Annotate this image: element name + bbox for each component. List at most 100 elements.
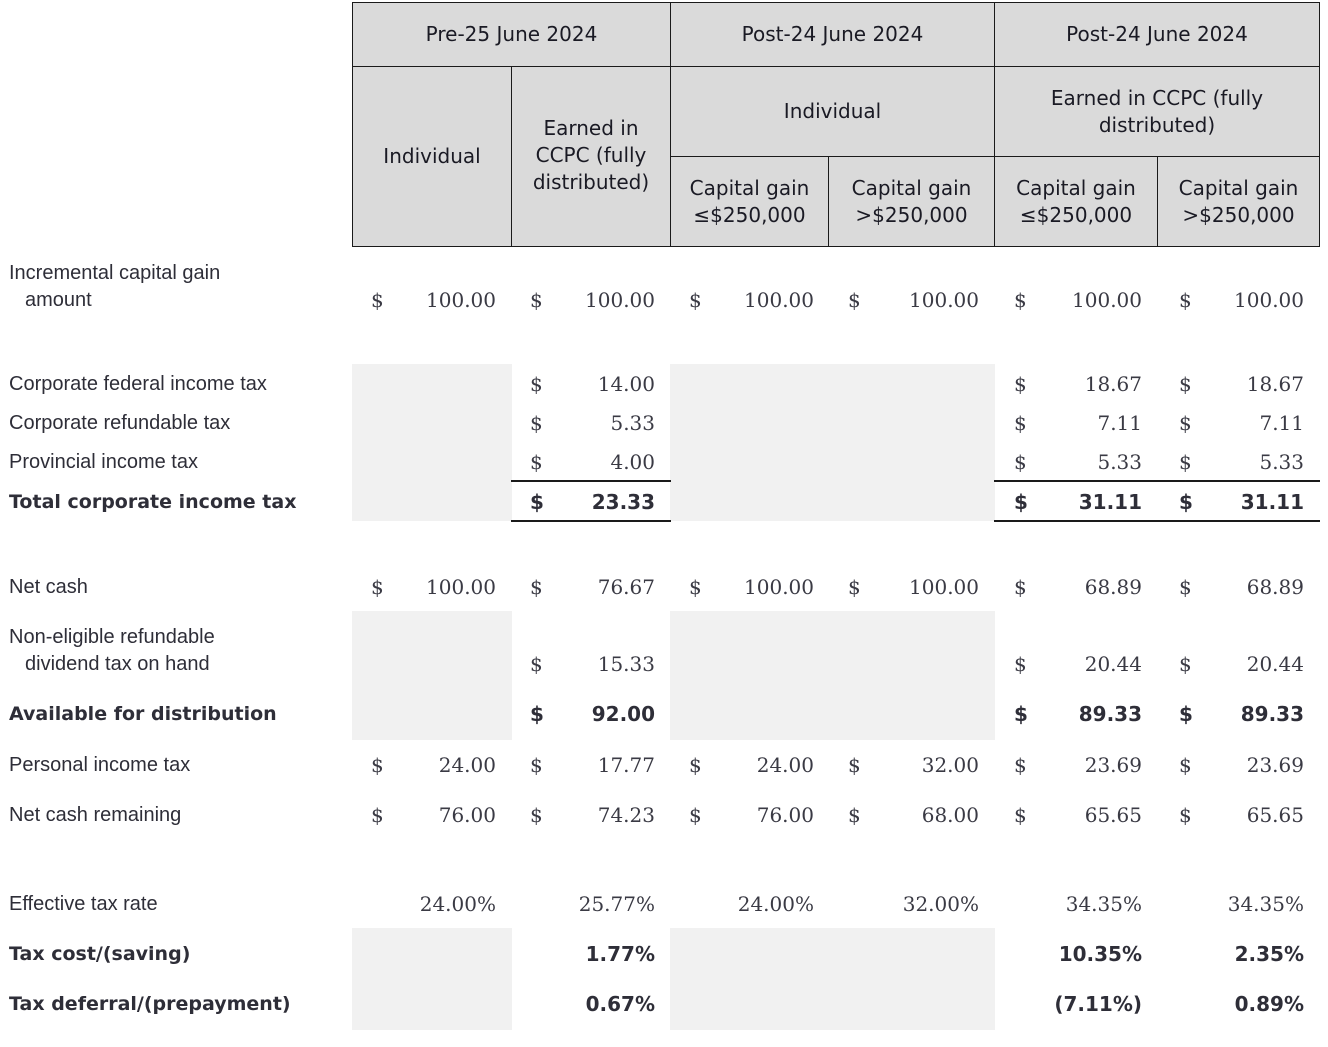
value: 32.00 [921,753,979,777]
total-rule [511,520,671,522]
header-col-label: Capital gain ≤$250,000 [689,175,810,227]
value-cell: $100.00 [689,574,814,601]
value-cell: $20.44 [1014,651,1142,678]
value: 31.11 [1078,490,1142,514]
value: 18.67 [1246,372,1304,396]
currency-symbol: $ [530,372,543,396]
row-label-tax-deferral: Tax deferral/(prepayment) [9,993,291,1015]
row-label-corp-federal-tax: Corporate federal income tax [9,373,267,395]
value-cell: 34.35% [1179,891,1304,918]
row-label-net-cash: Net cash [9,576,88,598]
value: 14.00 [597,372,655,396]
value: 100.00 [1072,288,1142,312]
value: 74.23 [597,803,655,827]
value-cell: 24.00% [689,891,814,918]
value: 76.67 [597,575,655,599]
value: 5.33 [1259,450,1304,474]
currency-symbol: $ [530,288,543,312]
row-label-net-cash-remaining: Net cash remaining [9,804,182,826]
value-cell: $5.33 [1179,449,1304,476]
subtotal-rule [511,480,671,482]
currency-symbol: $ [848,803,861,827]
value-cell: $24.00 [371,752,496,779]
value: 20.44 [1246,652,1304,676]
value: 24.00 [756,753,814,777]
value-cell: $92.00 [530,701,655,728]
currency-symbol: $ [689,288,702,312]
header-col-pre-individual: Individual [352,66,512,247]
currency-symbol: $ [1179,288,1192,312]
na-region [352,611,512,740]
currency-symbol: $ [1014,411,1027,435]
row-label-personal-tax: Personal income tax [9,754,191,776]
currency-symbol: $ [371,575,384,599]
na-region [352,928,512,1030]
value: 68.89 [1246,575,1304,599]
currency-symbol: $ [1179,411,1192,435]
value-cell: $17.77 [530,752,655,779]
value: 24.00% [737,892,814,916]
header-sub-label: Individual [783,99,882,123]
value: 17.77 [597,753,655,777]
value: 92.00 [591,702,655,726]
currency-symbol: $ [848,288,861,312]
header-group-label: Post-24 June 2024 [1066,22,1248,46]
value: 68.00 [921,803,979,827]
value: 4.00 [610,450,655,474]
value-cell: $68.89 [1179,574,1304,601]
value: 0.67% [585,992,655,1016]
currency-symbol: $ [1014,288,1027,312]
value: 23.69 [1084,753,1142,777]
value-cell: $5.33 [1014,449,1142,476]
value: 100.00 [426,575,496,599]
value-cell: $68.89 [1014,574,1142,601]
header-sub-label: Earned in CCPC (fully distributed) [1050,85,1264,137]
header-group-label: Pre-25 June 2024 [425,22,598,46]
value: 100.00 [426,288,496,312]
value-cell: $100.00 [1014,287,1142,314]
value-cell: 25.77% [530,891,655,918]
row-label-tax-cost: Tax cost/(saving) [9,943,191,965]
value: 0.89% [1234,992,1304,1016]
value-cell: $24.00 [689,752,814,779]
value-cell: $23.33 [530,489,655,516]
row-label-corp-refundable-tax: Corporate refundable tax [9,412,231,434]
currency-symbol: $ [371,803,384,827]
value: 34.35% [1065,892,1142,916]
na-region [670,928,995,1030]
value-cell: $31.11 [1014,489,1142,516]
currency-symbol: $ [530,803,543,827]
value-cell: $18.67 [1179,371,1304,398]
currency-symbol: $ [371,753,384,777]
header-sub-post-ccpc: Earned in CCPC (fully distributed) [994,66,1320,157]
na-region [352,364,512,521]
value: 100.00 [909,575,979,599]
total-rule [994,520,1320,522]
header-sub-post-individual: Individual [670,66,995,157]
value-cell: $100.00 [530,287,655,314]
value: 100.00 [1234,288,1304,312]
header-col-pre-ccpc: Earned in CCPC (fully distributed) [511,66,671,247]
currency-symbol: $ [1014,450,1027,474]
value: 65.65 [1084,803,1142,827]
value: 20.44 [1084,652,1142,676]
currency-symbol: $ [1179,753,1192,777]
value-cell: 1.77% [530,941,655,968]
value-cell: $100.00 [371,574,496,601]
currency-symbol: $ [848,753,861,777]
row-label-effective-rate: Effective tax rate [9,893,158,915]
header-col-post-ccpc-le: Capital gain ≤$250,000 [994,156,1158,247]
value: 31.11 [1240,490,1304,514]
value-cell: 2.35% [1179,941,1304,968]
value-cell: $14.00 [530,371,655,398]
currency-symbol: $ [1014,490,1028,514]
value: 1.77% [585,942,655,966]
currency-symbol: $ [1179,803,1192,827]
value-cell: $4.00 [530,449,655,476]
header-group-post-ccpc: Post-24 June 2024 [994,2,1320,67]
header-group-label: Post-24 June 2024 [741,22,924,46]
value-cell: (7.11%) [1014,991,1142,1018]
value-cell: 0.89% [1179,991,1304,1018]
value-cell: $65.65 [1014,802,1142,829]
value: 34.35% [1227,892,1304,916]
